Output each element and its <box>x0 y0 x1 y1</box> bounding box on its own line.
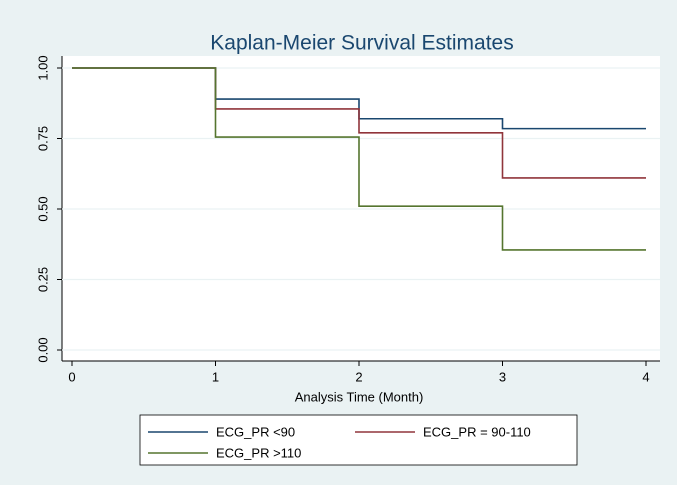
chart-title: Kaplan-Meier Survival Estimates <box>210 32 513 55</box>
x-axis-title: Analysis Time (Month) <box>295 389 424 404</box>
x-tick-label: 3 <box>499 369 506 384</box>
legend <box>139 414 578 466</box>
x-tick-label: 0 <box>68 369 75 384</box>
legend-label: ECG_PR >110 <box>216 445 301 460</box>
legend-label: ECG_PR = 90-110 <box>423 424 531 439</box>
x-tick-label: 2 <box>355 369 362 384</box>
legend-label: ECG_PR <90 <box>216 424 295 439</box>
y-tick-label: 0.75 <box>35 126 50 151</box>
y-tick-label: 0.25 <box>35 267 50 292</box>
y-tick-label: 0.50 <box>35 196 50 221</box>
x-tick-label: 4 <box>642 369 649 384</box>
x-tick-label: 1 <box>212 369 219 384</box>
y-tick-label: 0.00 <box>35 337 50 362</box>
survival-line <box>72 67 646 251</box>
y-tick-label: 1.00 <box>35 55 50 80</box>
